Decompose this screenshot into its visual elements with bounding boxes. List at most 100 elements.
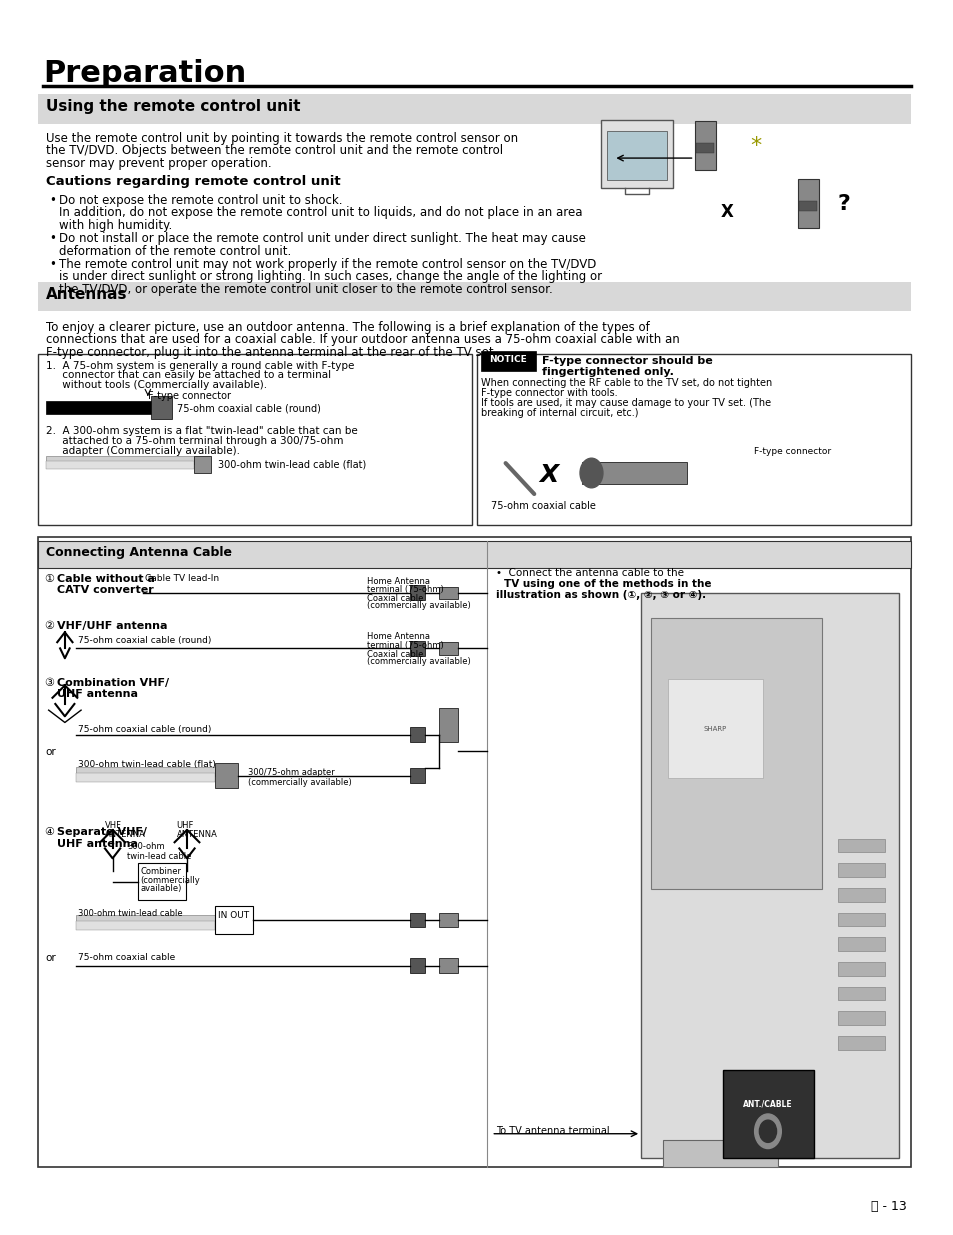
Text: ④: ④ (44, 827, 53, 837)
Text: 300-ohm: 300-ohm (127, 842, 164, 851)
Text: Coaxial cable: Coaxial cable (367, 650, 423, 658)
Text: terminal (75-ohm): terminal (75-ohm) (367, 641, 443, 650)
Text: 75-ohm coaxial cable: 75-ohm coaxial cable (78, 953, 175, 962)
Bar (696, 143, 713, 153)
Bar (410, 768, 424, 783)
Text: Coaxial cable: Coaxial cable (367, 594, 423, 603)
Text: When connecting the RF cable to the TV set, do not tighten: When connecting the RF cable to the TV s… (480, 378, 771, 388)
Text: ②: ② (44, 621, 53, 631)
Text: 75-ohm coaxial cable (round): 75-ohm coaxial cable (round) (78, 725, 212, 734)
Text: connections that are used for a coaxial cable. If your outdoor antenna uses a 75: connections that are used for a coaxial … (46, 333, 679, 347)
Bar (722, 1070, 813, 1158)
Text: breaking of internal circuit, etc.): breaking of internal circuit, etc.) (480, 408, 638, 417)
Text: attached to a 75-ohm terminal through a 300/75-ohm: attached to a 75-ohm terminal through a … (46, 436, 343, 446)
Text: (commercially: (commercially (140, 876, 200, 884)
Bar (410, 641, 424, 656)
Text: 300-ohm twin-lead cable: 300-ohm twin-lead cable (78, 909, 183, 918)
Text: 75-ohm coaxial cable: 75-ohm coaxial cable (491, 501, 596, 511)
Bar (438, 642, 457, 655)
Text: *: * (749, 136, 760, 156)
Text: Use the remote control unit by pointing it towards the remote control sensor on: Use the remote control unit by pointing … (46, 132, 517, 146)
Text: without tools (Commercially available).: without tools (Commercially available). (46, 380, 267, 390)
Text: or: or (46, 747, 56, 757)
Text: 2.  A 300-ohm system is a flat "twin-lead" cable that can be: 2. A 300-ohm system is a flat "twin-lead… (46, 426, 357, 436)
Bar (46, 456, 193, 464)
Circle shape (759, 1120, 776, 1142)
Text: 300-ohm twin-lead cable (flat): 300-ohm twin-lead cable (flat) (217, 459, 365, 469)
Text: sensor may prevent proper operation.: sensor may prevent proper operation. (46, 157, 272, 170)
Text: deformation of the remote control unit.: deformation of the remote control unit. (59, 245, 291, 258)
Text: 75-ohm coaxial cable (round): 75-ohm coaxial cable (round) (177, 404, 321, 414)
Bar (38, 94, 910, 124)
Bar (214, 763, 238, 788)
Bar (438, 708, 457, 742)
Text: fingertightened only.: fingertightened only. (541, 367, 673, 377)
Text: Home Antenna: Home Antenna (367, 632, 430, 641)
Bar (138, 863, 186, 900)
Bar (38, 537, 910, 1167)
Text: F-type connector: F-type connector (753, 447, 830, 456)
Text: Combination VHF/: Combination VHF/ (57, 678, 170, 688)
Bar (438, 958, 457, 973)
Bar (76, 767, 214, 776)
Text: NOTICE: NOTICE (489, 354, 527, 364)
Text: adapter (Commercially available).: adapter (Commercially available). (46, 446, 239, 456)
Bar (650, 618, 821, 889)
Text: Cautions regarding remote control unit: Cautions regarding remote control unit (46, 175, 340, 189)
Bar (662, 1140, 777, 1167)
Bar (214, 906, 253, 934)
Bar (76, 921, 214, 930)
Text: ANT./CABLE: ANT./CABLE (742, 1099, 792, 1109)
Text: ANTENNA: ANTENNA (176, 830, 217, 839)
Bar (797, 179, 818, 228)
Text: Cable without a: Cable without a (57, 574, 155, 584)
Bar (410, 727, 424, 742)
Text: 1.  A 75-ohm system is generally a round cable with F-type: 1. A 75-ohm system is generally a round … (46, 361, 354, 370)
Text: UHF: UHF (176, 821, 193, 830)
Bar (410, 585, 424, 600)
Text: ANTENNA: ANTENNA (105, 830, 146, 839)
Text: If tools are used, it may cause damage to your TV set. (The: If tools are used, it may cause damage t… (480, 398, 770, 408)
Bar (606, 131, 666, 180)
Bar (38, 282, 910, 311)
Bar (799, 201, 816, 211)
Text: Combiner: Combiner (140, 867, 181, 876)
Text: F-type connector with tools.: F-type connector with tools. (480, 388, 617, 398)
Bar (837, 888, 884, 902)
Text: or: or (46, 953, 56, 963)
Bar (38, 354, 472, 525)
Text: (commercially available): (commercially available) (367, 601, 471, 610)
Bar (600, 120, 672, 188)
Text: ⓔ - 13: ⓔ - 13 (870, 1199, 905, 1213)
Text: the TV/DVD. Objects between the remote control unit and the remote control: the TV/DVD. Objects between the remote c… (46, 144, 502, 158)
Text: Cable TV lead-In: Cable TV lead-In (145, 574, 219, 583)
Text: The remote control unit may not work properly if the remote control sensor on th: The remote control unit may not work pro… (59, 258, 596, 272)
Bar (837, 1036, 884, 1050)
Text: is under direct sunlight or strong lighting. In such cases, change the angle of : is under direct sunlight or strong light… (59, 270, 601, 284)
Text: ③: ③ (44, 678, 53, 688)
Text: UHF antenna: UHF antenna (57, 839, 138, 848)
Bar (581, 462, 686, 484)
Bar (76, 773, 214, 782)
Text: 75-ohm coaxial cable (round): 75-ohm coaxial cable (round) (78, 636, 212, 645)
Text: VHF: VHF (105, 821, 122, 830)
Bar (667, 679, 762, 778)
Bar (438, 913, 457, 927)
Text: •: • (50, 194, 56, 207)
Bar (640, 593, 898, 1158)
Text: Using the remote control unit: Using the remote control unit (46, 99, 300, 114)
Text: 300-ohm twin-lead cable (flat): 300-ohm twin-lead cable (flat) (78, 760, 216, 768)
Text: UHF antenna: UHF antenna (57, 689, 138, 699)
Bar (837, 863, 884, 877)
Text: available): available) (140, 884, 181, 893)
Text: X: X (538, 463, 558, 488)
Bar (837, 1011, 884, 1025)
Bar (694, 121, 715, 170)
Text: Do not install or place the remote control unit under direct sunlight. The heat : Do not install or place the remote contr… (59, 232, 585, 246)
Text: F-type connector, plug it into the antenna terminal at the rear of the TV set.: F-type connector, plug it into the anten… (46, 346, 497, 359)
Text: (commercially available): (commercially available) (248, 778, 352, 787)
Text: SHARP: SHARP (703, 726, 726, 731)
Text: •  Connect the antenna cable to the: • Connect the antenna cable to the (496, 568, 683, 578)
Text: Do not expose the remote control unit to shock.: Do not expose the remote control unit to… (59, 194, 342, 207)
Circle shape (754, 1114, 781, 1149)
